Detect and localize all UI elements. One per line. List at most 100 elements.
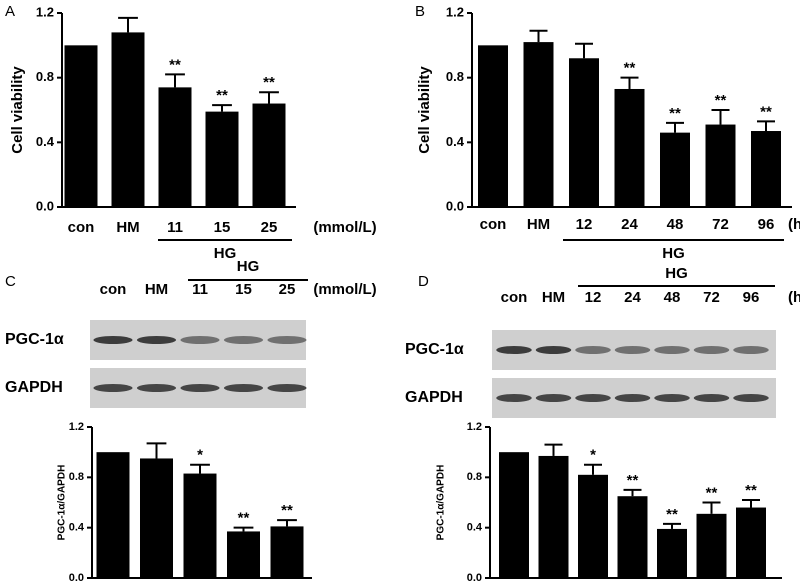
blot-band: [93, 336, 133, 344]
significance: **: [706, 484, 718, 501]
blot-band: [575, 394, 611, 402]
blot-band: [496, 394, 532, 402]
panel: B Cell viability 0.0 0.4 0.8 1.2 con HM 12 24 ** 48…: [415, 3, 800, 262]
category-label: 72: [703, 289, 720, 306]
category-label: HM: [116, 219, 139, 236]
significance: **: [281, 502, 293, 519]
blot-row-label: GAPDH: [5, 379, 63, 396]
panel: C PGC-1α/GAPDH 0.0 0.4 0.8 1.2 con HM 11 * 15 ** 25 *…: [5, 258, 377, 584]
y-tick-label: 0.0: [446, 198, 464, 213]
y-tick-label: 0.0: [69, 572, 84, 584]
blot-band: [654, 394, 690, 402]
significance: **: [745, 482, 757, 499]
blot-band: [136, 384, 177, 392]
category-label: 96: [743, 289, 760, 306]
blot-band: [267, 384, 307, 392]
bar: [696, 513, 727, 578]
group-label: HG: [662, 245, 685, 262]
y-tick-label: 0.0: [467, 572, 482, 584]
bar: [183, 473, 217, 578]
blot-band: [180, 384, 220, 392]
blot-band: [223, 384, 264, 392]
blot-row-label: PGC-1α: [5, 331, 64, 348]
blot-band: [93, 384, 133, 392]
group-label: HG: [665, 265, 688, 282]
blot-band: [654, 346, 690, 354]
y-tick-label: 0.4: [36, 134, 55, 149]
panel: A Cell viability 0.0 0.4 0.8 1.2 con HM 11 ** 15 **…: [5, 3, 377, 262]
category-label: HM: [527, 216, 550, 233]
y-tick-label: 0.4: [446, 134, 465, 149]
panel-letter: C: [5, 273, 16, 290]
group-label: HG: [237, 258, 260, 275]
bar: [657, 528, 687, 578]
category-label: 48: [667, 216, 684, 233]
significance: **: [263, 74, 275, 91]
blot-band: [535, 346, 572, 354]
bar: [158, 87, 192, 207]
blot-band: [267, 336, 307, 344]
unit-label: (mmol/L): [313, 219, 376, 236]
bar: [614, 88, 645, 207]
category-label: 15: [235, 281, 252, 298]
bar: [660, 132, 690, 207]
significance: **: [169, 56, 181, 73]
blot-band: [496, 346, 532, 354]
bar: [96, 452, 130, 578]
bar: [140, 458, 173, 578]
significance: **: [627, 472, 639, 489]
bar: [64, 45, 98, 208]
significance: **: [216, 87, 228, 104]
y-axis-label: PGC-1α/GAPDH: [57, 465, 68, 541]
y-tick-label: 0.0: [36, 198, 54, 213]
panel-letter: B: [415, 3, 425, 20]
unit-label: (mmol/L): [313, 281, 376, 298]
category-label: 12: [585, 289, 602, 306]
category-label: 96: [758, 216, 775, 233]
bar: [499, 452, 529, 578]
panel-letter: D: [418, 273, 429, 290]
y-tick-label: 1.2: [446, 4, 464, 19]
bar: [205, 111, 239, 207]
bar: [523, 42, 554, 207]
panel-letter: A: [5, 3, 15, 20]
bar: [736, 507, 766, 578]
y-axis-label: Cell viability: [9, 66, 26, 154]
category-label: con: [480, 216, 507, 233]
significance: *: [197, 447, 203, 464]
y-tick-label: 0.8: [69, 471, 84, 483]
category-label: con: [501, 289, 528, 306]
bar: [617, 496, 648, 578]
bar: [538, 455, 569, 578]
category-label: HM: [145, 281, 168, 298]
category-label: 25: [261, 219, 278, 236]
y-tick-label: 0.8: [36, 69, 54, 84]
bar: [270, 526, 304, 578]
significance: **: [669, 105, 681, 122]
category-label: 11: [192, 281, 208, 298]
blot-band: [614, 394, 651, 402]
y-axis-label: PGC-1α/GAPDH: [436, 465, 447, 541]
blot-band: [575, 346, 611, 354]
blot-band: [614, 346, 651, 354]
category-label: 12: [576, 216, 593, 233]
blot-band: [535, 394, 572, 402]
y-tick-label: 1.2: [467, 421, 482, 433]
significance: **: [666, 506, 678, 523]
category-label: 24: [624, 289, 641, 306]
unit-label: (h): [788, 216, 800, 233]
blot-band: [693, 394, 730, 402]
y-tick-label: 0.8: [467, 471, 482, 483]
blot-band: [733, 346, 769, 354]
bar: [252, 103, 286, 207]
category-label: 24: [621, 216, 638, 233]
bar: [478, 45, 508, 208]
category-label: 25: [279, 281, 296, 298]
blot-band: [180, 336, 220, 344]
y-axis-label: Cell viability: [416, 66, 433, 154]
category-label: HM: [542, 289, 565, 306]
category-label: 11: [167, 219, 183, 236]
bar: [111, 32, 145, 208]
y-tick-label: 1.2: [69, 421, 84, 433]
significance: **: [238, 510, 250, 527]
